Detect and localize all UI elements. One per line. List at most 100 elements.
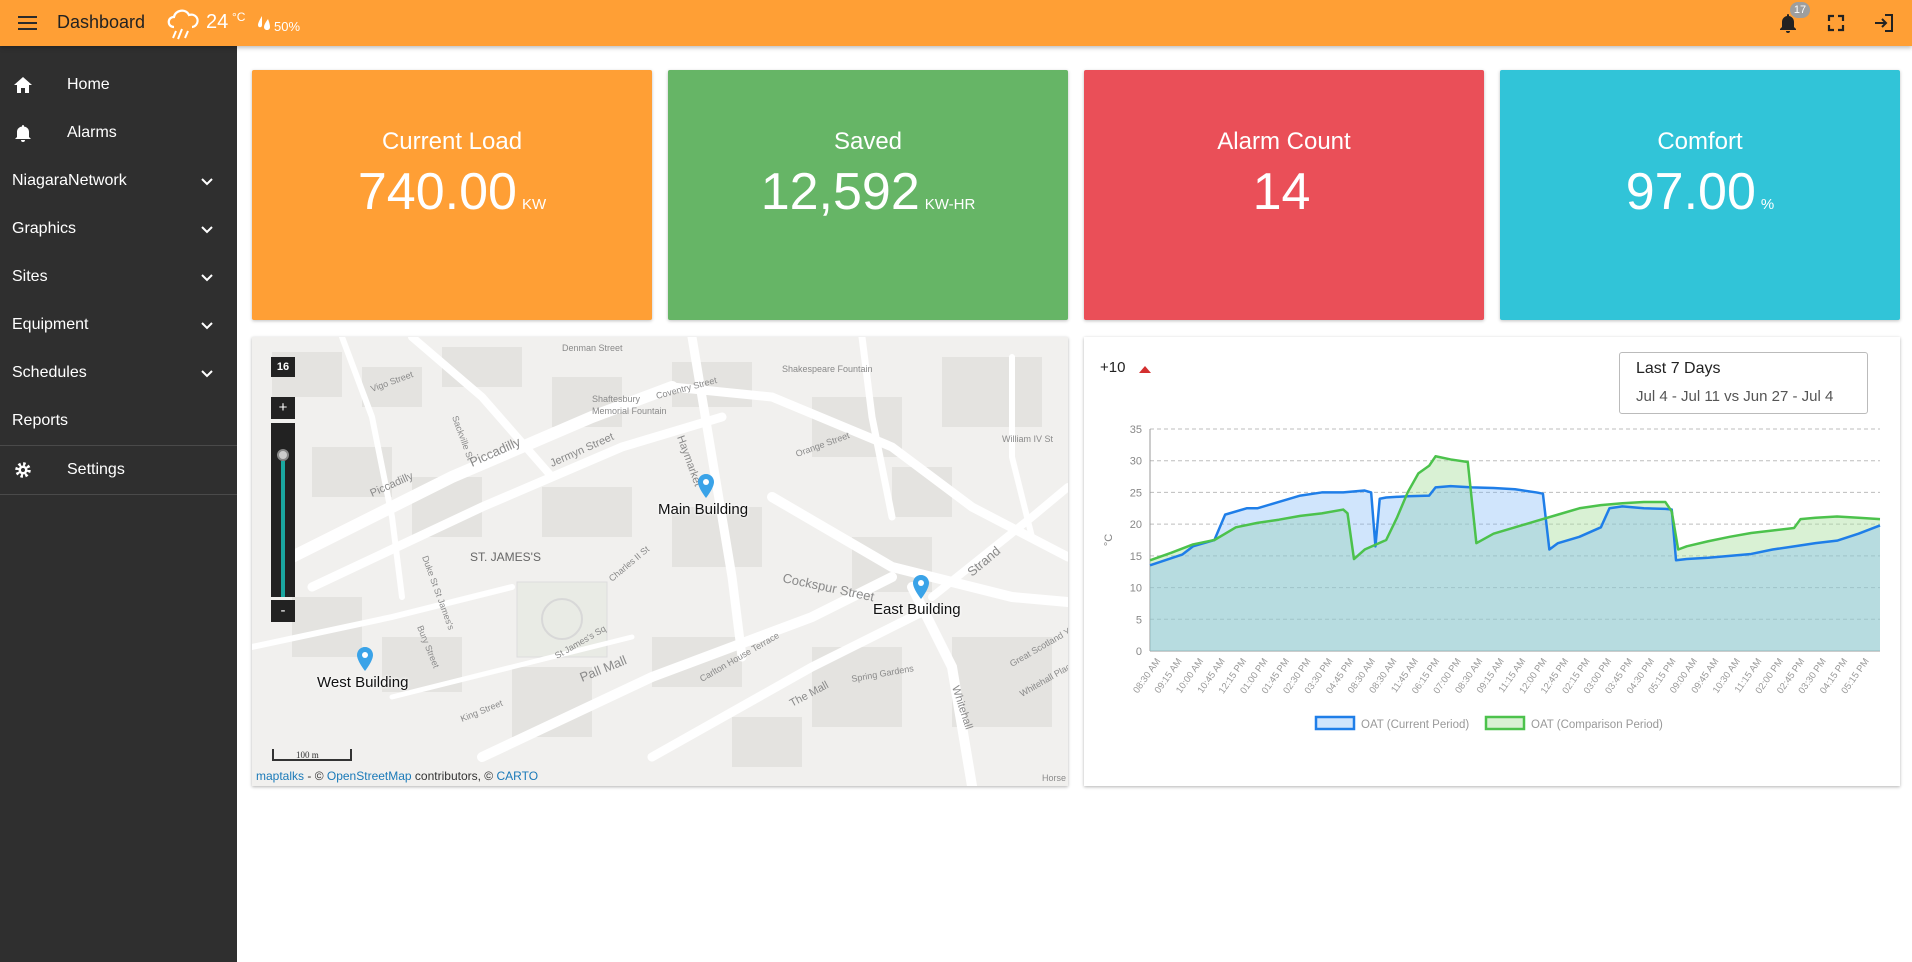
- kpi-value: 12,592: [760, 163, 920, 221]
- y-tick-label: 0: [1136, 646, 1142, 658]
- sidebar-item-label: Sites: [12, 268, 48, 285]
- kpi-card-comfort: Comfort 97.00%: [1500, 70, 1900, 320]
- sidebar-divider: [0, 494, 237, 495]
- page-title: Dashboard: [57, 12, 146, 32]
- sidebar-item-reports[interactable]: Reports: [0, 397, 237, 445]
- y-tick-label: 10: [1130, 583, 1142, 595]
- map-marker-icon[interactable]: [356, 647, 374, 671]
- sidebar-item-niagaranetwork[interactable]: NiagaraNetwork: [0, 157, 237, 205]
- sidebar-item-label: Reports: [12, 412, 69, 429]
- attribution-text: contributors, ©: [411, 769, 497, 783]
- chevron-down-icon: [201, 322, 213, 330]
- temperature-unit: °C: [232, 10, 246, 24]
- marker-label-west-building[interactable]: West Building: [317, 674, 409, 691]
- sidebar: Home Alarms NiagaraNetwork Graphics Site…: [0, 46, 237, 962]
- period-range: Jul 4 - Jul 11 vs Jun 27 - Jul 4: [1636, 388, 1834, 405]
- y-axis-label: °C: [1103, 534, 1115, 546]
- chevron-down-icon: [201, 178, 213, 186]
- y-tick-label: 15: [1130, 551, 1142, 563]
- kpi-value: 740.00: [357, 163, 517, 221]
- menu-icon[interactable]: [14, 12, 42, 34]
- map-marker-icon[interactable]: [912, 575, 930, 599]
- period-selector[interactable]: Last 7 Days Jul 4 - Jul 11 vs Jun 27 - J…: [1619, 352, 1868, 414]
- temperature-value: 24: [206, 11, 229, 33]
- sidebar-item-schedules[interactable]: Schedules: [0, 349, 237, 397]
- y-tick-label: 30: [1130, 456, 1142, 468]
- y-tick-label: 35: [1130, 424, 1142, 436]
- svg-text:William IV St: William IV St: [1002, 434, 1054, 444]
- series-area: [1150, 456, 1880, 651]
- zoom-slider-handle[interactable]: [277, 449, 289, 461]
- logout-icon[interactable]: [1872, 11, 1896, 35]
- period-title: Last 7 Days: [1636, 360, 1721, 377]
- delta-value: +10: [1100, 359, 1126, 376]
- sidebar-item-label: Settings: [67, 461, 125, 478]
- kpi-unit: KW: [521, 196, 547, 213]
- kpi-unit: KW-HR: [924, 196, 976, 213]
- kpi-card-alarm-count: Alarm Count 14: [1084, 70, 1484, 320]
- chart-panel: +10 Last 7 Days Jul 4 - Jul 11 vs Jun 27…: [1084, 337, 1900, 786]
- zoom-control: 16 + -: [271, 357, 295, 653]
- map-attribution: maptalks - © OpenStreetMap contributors,…: [256, 769, 538, 783]
- sidebar-item-label: Schedules: [12, 364, 87, 381]
- sidebar-item-settings[interactable]: Settings: [0, 446, 237, 494]
- bell-icon[interactable]: [1776, 11, 1800, 35]
- kpi-card-current-load: Current Load 740.00 KW: [252, 70, 652, 320]
- map-scale-label: 100 m: [296, 750, 319, 760]
- svg-text:Horse: Horse: [1042, 773, 1066, 783]
- map-marker-icon[interactable]: [697, 474, 715, 498]
- triangle-up-icon: [1139, 366, 1151, 373]
- cloud-rain-icon: [167, 9, 199, 40]
- sidebar-item-alarms[interactable]: Alarms: [0, 109, 237, 157]
- y-tick-label: 25: [1130, 487, 1142, 499]
- svg-text:Denman Street: Denman Street: [562, 343, 623, 353]
- svg-text:Memorial Fountain: Memorial Fountain: [592, 406, 667, 416]
- map-panel[interactable]: Piccadilly Piccadilly Jermyn Street ST. …: [252, 337, 1068, 786]
- svg-text:ST. JAMES'S: ST. JAMES'S: [470, 550, 541, 564]
- openstreetmap-link[interactable]: OpenStreetMap: [326, 769, 412, 783]
- carto-link[interactable]: CARTO: [496, 769, 539, 783]
- sidebar-item-label: NiagaraNetwork: [12, 172, 127, 189]
- legend-label: OAT (Current Period): [1361, 719, 1469, 731]
- zoom-out-button[interactable]: -: [271, 600, 295, 622]
- water-drops-icon: [258, 16, 270, 30]
- top-app-bar: Dashboard 24 °C 50% 17: [0, 0, 1912, 46]
- series-line: [1149, 455, 1881, 562]
- map-canvas[interactable]: Piccadilly Piccadilly Jermyn Street ST. …: [252, 337, 1068, 786]
- legend-swatch: [1484, 715, 1526, 731]
- sidebar-item-equipment[interactable]: Equipment: [0, 301, 237, 349]
- zoom-slider-fill: [281, 461, 285, 597]
- map-scale-bar: [272, 749, 352, 761]
- fullscreen-icon[interactable]: [1824, 11, 1848, 35]
- chevron-down-icon: [201, 226, 213, 234]
- kpi-title: Alarm Count: [1217, 128, 1351, 155]
- chevron-down-icon: [201, 370, 213, 378]
- attribution-text: - ©: [304, 769, 327, 783]
- series-area: [1150, 486, 1880, 651]
- bell-icon: [15, 125, 31, 142]
- legend-label: OAT (Comparison Period): [1531, 719, 1663, 731]
- kpi-value: 97.00: [1625, 163, 1756, 221]
- chevron-down-icon: [201, 274, 213, 282]
- svg-text:Shaftesbury: Shaftesbury: [592, 394, 641, 404]
- kpi-title: Comfort: [1657, 128, 1743, 155]
- kpi-value: 14: [1252, 163, 1311, 221]
- sidebar-item-graphics[interactable]: Graphics: [0, 205, 237, 253]
- sidebar-item-label: Graphics: [12, 220, 77, 237]
- maptalks-link[interactable]: maptalks: [256, 769, 305, 783]
- marker-label-east-building[interactable]: East Building: [873, 601, 961, 618]
- zoom-level: 16: [271, 357, 295, 377]
- zoom-in-button[interactable]: +: [271, 397, 295, 419]
- zoom-slider[interactable]: [271, 423, 295, 597]
- marker-label-main-building[interactable]: Main Building: [658, 501, 749, 518]
- sidebar-item-sites[interactable]: Sites: [0, 253, 237, 301]
- svg-text:Shakespeare Fountain: Shakespeare Fountain: [782, 364, 873, 374]
- kpi-title: Saved: [833, 128, 903, 155]
- humidity-value: 50%: [274, 19, 301, 34]
- y-tick-label: 20: [1130, 519, 1142, 531]
- kpi-title: Current Load: [381, 128, 523, 155]
- sidebar-item-home[interactable]: Home: [0, 61, 237, 109]
- legend-swatch: [1314, 715, 1356, 731]
- kpi-card-saved: Saved 12,592 KW-HR: [668, 70, 1068, 320]
